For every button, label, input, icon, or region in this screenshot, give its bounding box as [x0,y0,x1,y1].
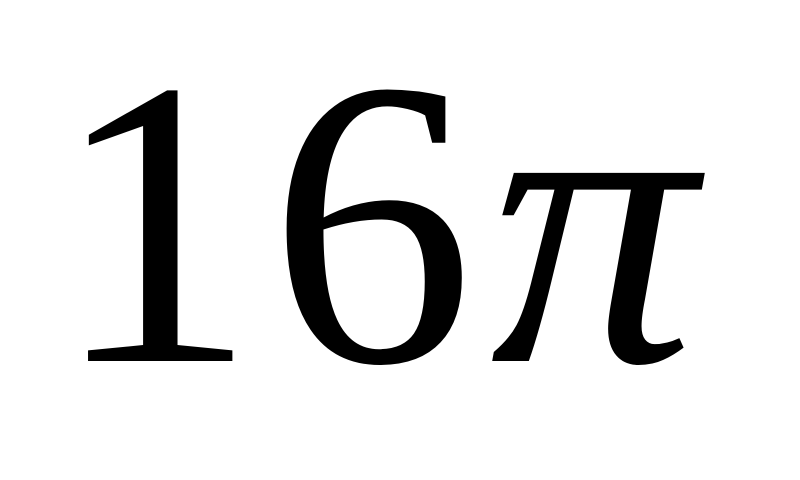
pi-symbol: π [490,0,696,450]
coefficient: 16 [52,0,486,450]
math-expression: 16 π [52,18,695,458]
